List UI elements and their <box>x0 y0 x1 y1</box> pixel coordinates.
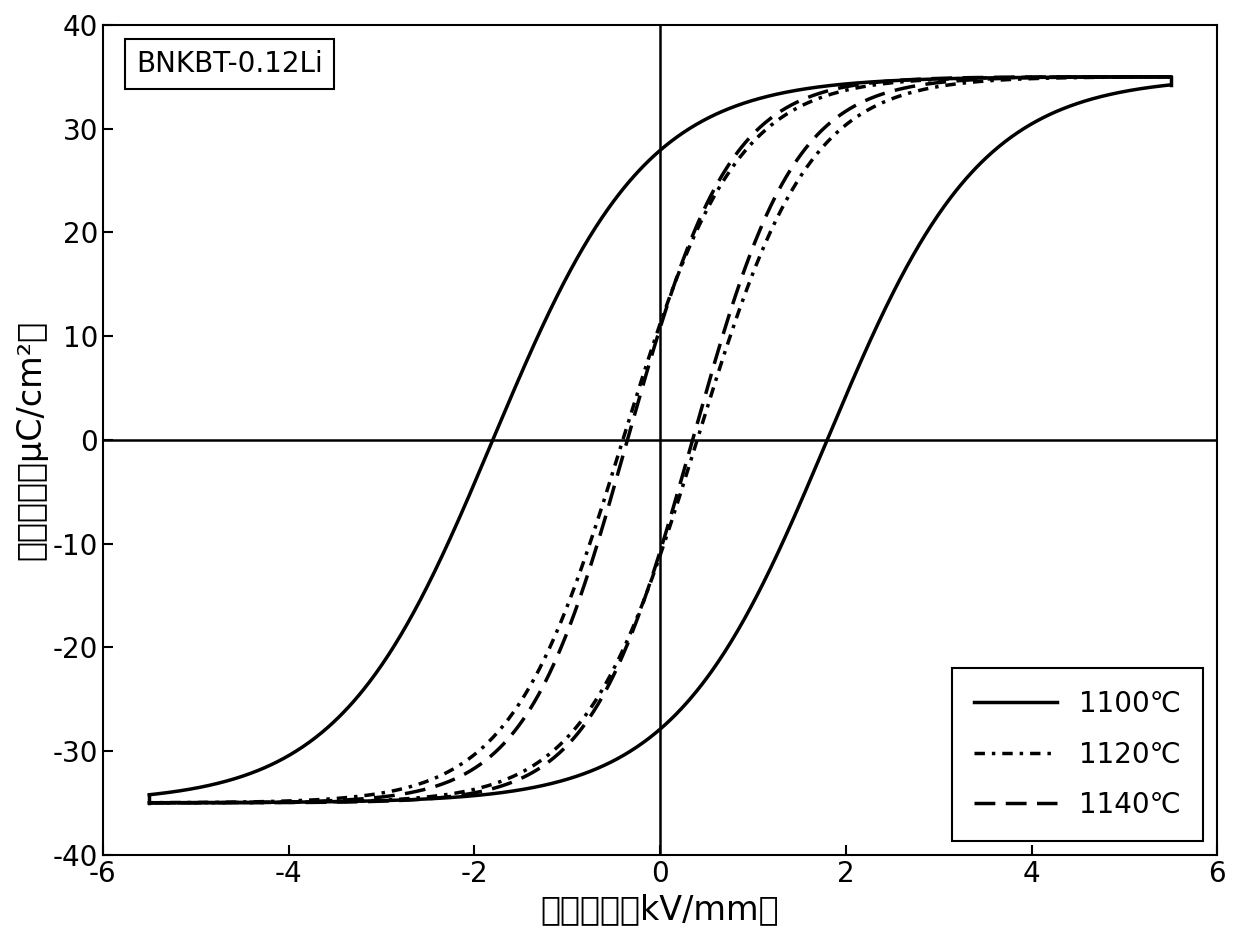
Text: BNKBT-0.12Li: BNKBT-0.12Li <box>136 50 322 78</box>
1120℃ <box>141 797 156 808</box>
X-axis label: 电场强度（kV/mm）: 电场强度（kV/mm） <box>541 893 780 926</box>
Legend: 1100℃, 1120℃, 1140℃: 1100℃, 1120℃, 1140℃ <box>951 668 1203 840</box>
1100℃ <box>1022 119 1037 131</box>
1100℃ <box>141 797 156 808</box>
1100℃ <box>735 617 750 628</box>
1120℃ <box>1163 71 1178 83</box>
1140℃ <box>1163 71 1178 83</box>
1140℃ <box>735 270 750 281</box>
1140℃ <box>205 797 219 808</box>
Line: 1140℃: 1140℃ <box>149 77 1171 803</box>
1100℃ <box>916 231 931 243</box>
1100℃ <box>792 498 807 509</box>
1120℃ <box>916 84 931 95</box>
1120℃ <box>1022 73 1037 85</box>
Y-axis label: 极化强度（μC/cm²）: 极化强度（μC/cm²） <box>14 320 47 560</box>
1140℃ <box>792 150 807 162</box>
Line: 1100℃: 1100℃ <box>149 85 1171 803</box>
1120℃ <box>205 797 219 808</box>
1120℃ <box>761 228 776 240</box>
1140℃ <box>761 203 776 214</box>
1140℃ <box>916 79 931 90</box>
1120℃ <box>792 171 807 182</box>
1100℃ <box>761 565 776 576</box>
1140℃ <box>141 797 156 808</box>
1100℃ <box>205 797 219 808</box>
1140℃ <box>1022 72 1037 84</box>
1100℃ <box>1163 79 1178 90</box>
1120℃ <box>735 295 750 306</box>
Line: 1120℃: 1120℃ <box>149 77 1171 803</box>
